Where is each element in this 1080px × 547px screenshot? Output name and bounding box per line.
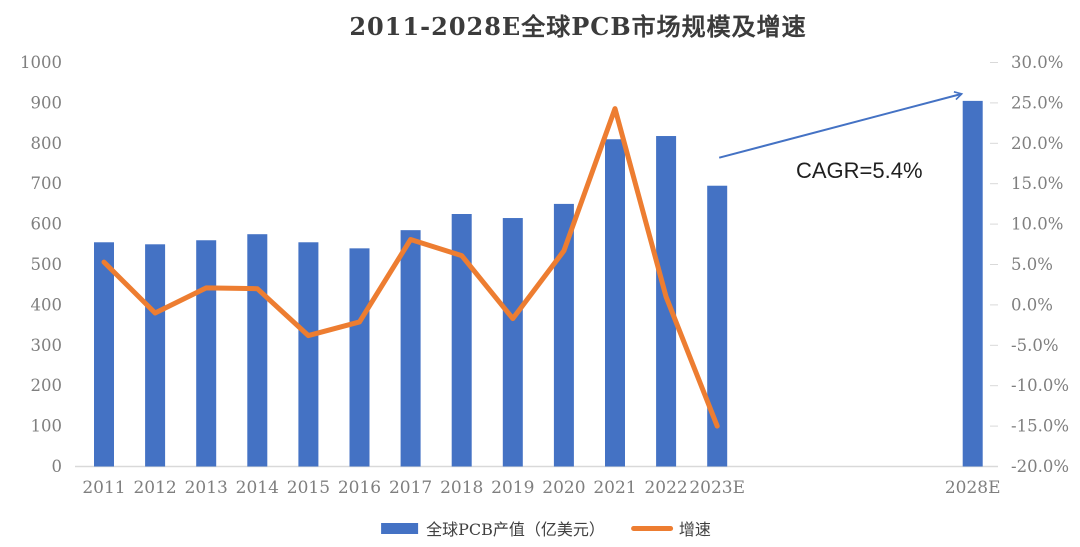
x-tick-label: 2016 <box>338 478 381 498</box>
x-tick-label: 2013 <box>185 478 228 498</box>
y-right-tick-label: 25.0% <box>1011 93 1063 112</box>
x-tick-label: 2018 <box>440 478 483 498</box>
y-left-tick-label: 100 <box>31 417 63 436</box>
x-tick-label: 2022 <box>644 478 687 498</box>
cagr-annotation: CAGR=5.4% <box>796 158 923 183</box>
bar-2021 <box>605 139 625 467</box>
y-left-tick-label: 0 <box>52 457 63 476</box>
x-tick-label: 2014 <box>236 478 279 498</box>
chart-legend: 全球PCB产值（亿美元） 增速 <box>381 516 711 540</box>
bar-2019 <box>502 218 523 467</box>
bar-2016 <box>349 248 370 467</box>
y-left-tick-label: 300 <box>31 336 63 355</box>
y-right-tick-label: -5.0% <box>1011 336 1059 355</box>
x-tick-label: 2017 <box>389 478 432 498</box>
y-left-tick-label: 200 <box>31 376 63 395</box>
bar-2017 <box>400 230 421 467</box>
legend-bar-swatch-icon <box>381 522 419 534</box>
y-left-tick-label: 700 <box>31 174 63 193</box>
bar-2011 <box>94 242 114 467</box>
bar-2028E <box>962 100 983 467</box>
bar-2015 <box>298 242 319 467</box>
y-right-tick-label: -10.0% <box>1011 376 1069 395</box>
y-left-tick-label: 500 <box>31 255 63 274</box>
cagr-arrow <box>718 94 962 159</box>
legend-line-label: 增速 <box>678 520 711 539</box>
legend-line-swatch-icon <box>630 525 673 531</box>
y-right-tick-label: 20.0% <box>1011 134 1063 153</box>
y-right-tick-label: -15.0% <box>1011 417 1069 436</box>
bar-2020 <box>553 203 574 467</box>
bar-2014 <box>247 234 268 467</box>
bar-2023E <box>707 185 728 467</box>
x-tick-label: 2011 <box>82 478 125 498</box>
y-right-tick-label: 10.0% <box>1011 215 1063 234</box>
y-left-tick-label: 800 <box>31 134 63 153</box>
x-tick-label: 2019 <box>491 478 534 498</box>
y-right-tick-label: 30.0% <box>1011 53 1063 72</box>
y-right-tick-label: 5.0% <box>1011 255 1053 274</box>
y-left-tick-label: 1000 <box>20 53 62 72</box>
chart-title: 2011-2028E全球PCB市场规模及增速 <box>349 12 807 41</box>
y-left-tick-label: 900 <box>31 93 63 112</box>
bar-2012 <box>145 244 166 467</box>
x-tick-label: 2023E <box>689 478 745 498</box>
legend-bar-label: 全球PCB产值（亿美元） <box>426 520 605 539</box>
x-tick-label: 2015 <box>287 478 330 498</box>
x-tick-label: 2020 <box>542 478 585 498</box>
y-right-tick-label: 15.0% <box>1011 174 1063 193</box>
x-tick-label: 2021 <box>593 478 636 498</box>
growth-line <box>101 106 720 429</box>
y-left-tick-label: 600 <box>31 215 63 234</box>
y-right-tick-label: 0.0% <box>1011 295 1053 314</box>
bar-2018 <box>451 214 472 467</box>
y-left-tick-label: 400 <box>31 295 63 314</box>
x-tick-label: 2012 <box>133 478 176 498</box>
x-tick-label: 2028E <box>945 478 1001 498</box>
bar-2013 <box>196 240 217 467</box>
y-right-tick-label: -20.0% <box>1011 457 1069 476</box>
